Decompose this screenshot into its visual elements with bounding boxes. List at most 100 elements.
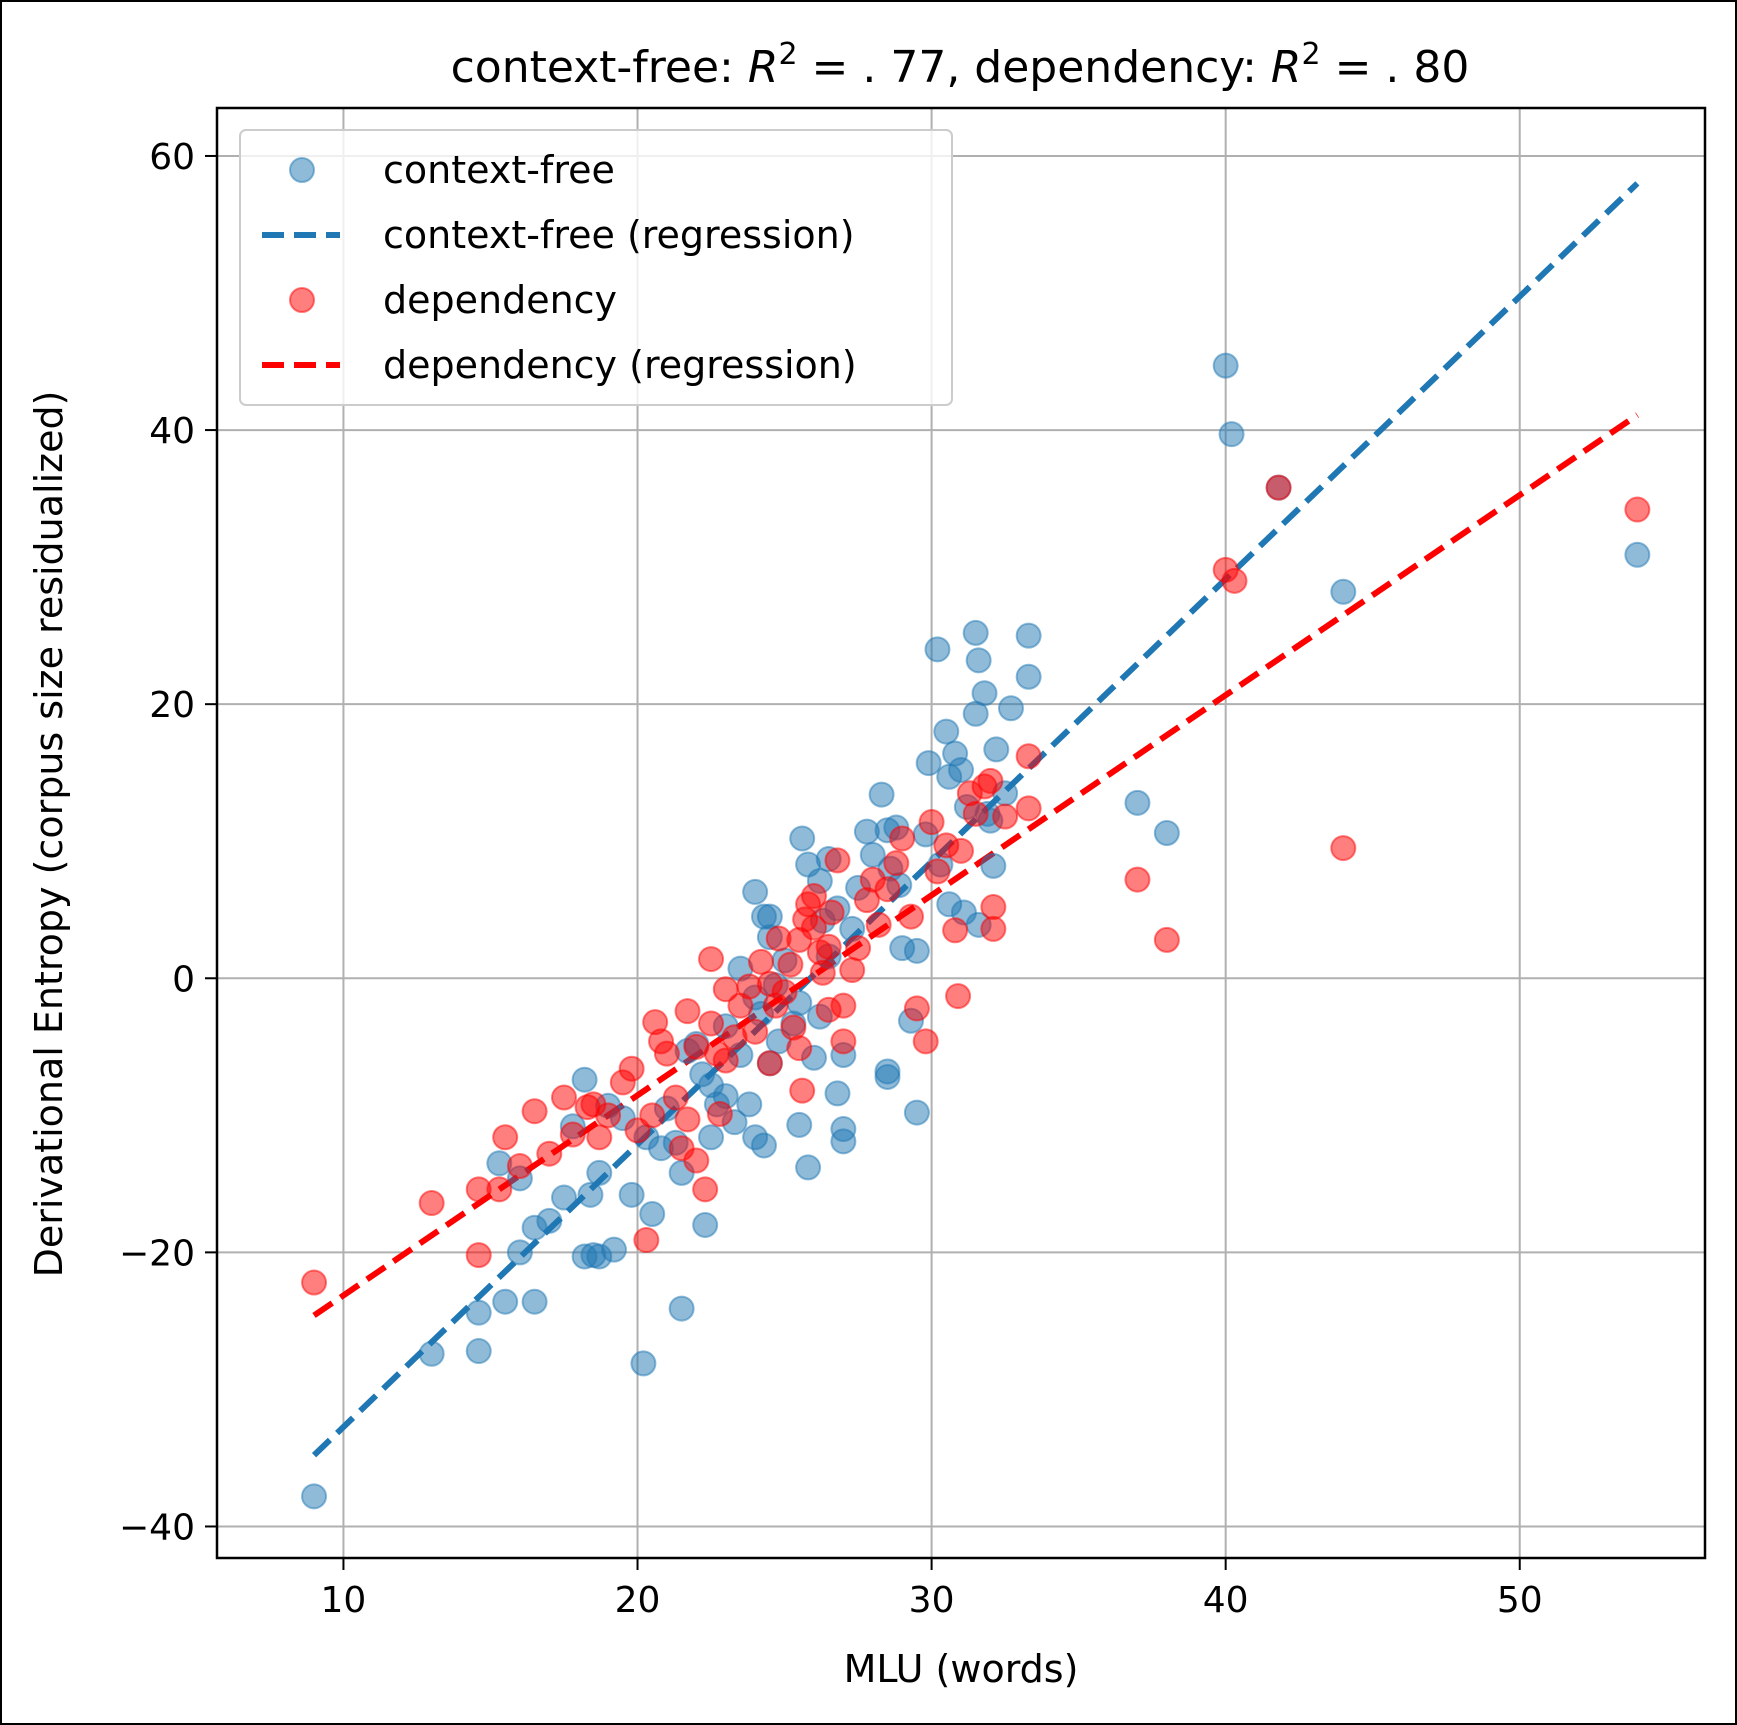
dependency-point	[662, 1084, 689, 1111]
context-free-point	[1015, 663, 1042, 690]
dependency-point	[889, 825, 916, 852]
dependency-point	[756, 1050, 783, 1077]
dependency-point	[1124, 866, 1151, 893]
legend-entry-label: dependency	[383, 278, 617, 322]
dependency-point	[942, 917, 969, 944]
legend: context-free context-free (regression) dep…	[239, 129, 953, 406]
context-free-point	[924, 636, 951, 663]
dependency-point	[815, 933, 842, 960]
context-free-point	[1330, 578, 1357, 605]
plot-area-border	[215, 106, 1707, 1560]
context-free-point	[630, 1350, 657, 1377]
dependency-point	[506, 1153, 533, 1180]
legend-entry-label: context-free	[383, 148, 615, 192]
y-tick-label: −20	[119, 1233, 195, 1274]
context-free-point	[736, 1091, 763, 1118]
context-free-point	[1015, 622, 1042, 649]
dependency-point	[536, 1140, 563, 1167]
context-free-point	[962, 619, 989, 646]
dependency-point	[874, 876, 901, 903]
dependency-point	[742, 1018, 769, 1045]
x-tick-label: 50	[1497, 1580, 1543, 1621]
context-free-point	[983, 736, 1010, 763]
context-free-point	[903, 937, 930, 964]
dependency-point	[653, 1040, 680, 1067]
dependency-point	[830, 1028, 857, 1055]
x-axis-label: MLU (words)	[844, 1647, 1079, 1691]
context-free-point	[536, 1207, 563, 1234]
context-free-point	[698, 1124, 725, 1151]
context-free-point	[418, 1340, 445, 1367]
dependency-point	[712, 1047, 739, 1074]
dependency-point	[1153, 926, 1180, 953]
context-free-point	[1212, 352, 1239, 379]
context-free-point	[965, 647, 992, 674]
dependency-point	[809, 959, 836, 986]
dependency-point	[586, 1124, 613, 1151]
dependency-point	[706, 1100, 733, 1127]
legend-entry-label: context-free (regression)	[383, 213, 855, 257]
context-free-point	[465, 1338, 492, 1365]
dependency-point	[898, 903, 925, 930]
legend-marker	[289, 157, 315, 183]
legend-box	[239, 129, 953, 406]
dependency-point	[559, 1121, 586, 1148]
dependency-point	[1624, 496, 1651, 523]
dependency-point	[903, 995, 930, 1022]
dependency-point	[301, 1269, 328, 1296]
context-free-point	[742, 878, 769, 905]
x-tick-label: 20	[615, 1580, 661, 1621]
context-free-point	[571, 1066, 598, 1093]
dependency-point	[418, 1190, 445, 1217]
context-free-point	[492, 1288, 519, 1315]
dependency-point	[683, 1147, 710, 1174]
dependency-point	[486, 1176, 513, 1203]
context-free-point	[600, 1236, 627, 1263]
context-free-point	[1218, 421, 1245, 448]
y-tick-label: 60	[149, 137, 195, 178]
dependency-point	[595, 1102, 622, 1129]
dependency-point	[883, 850, 910, 877]
x-tick-label: 10	[321, 1580, 367, 1621]
chart-title: context-free: R2 = . 77, dependency: R2 …	[451, 37, 1470, 93]
dependency-point	[551, 1084, 578, 1111]
context-free-point	[915, 750, 942, 777]
dependency-point	[865, 911, 892, 938]
context-free-point	[1124, 789, 1151, 816]
dependency-point	[492, 1124, 519, 1151]
legend-marker	[289, 287, 315, 313]
dependency-point	[945, 983, 972, 1010]
context-free-points	[301, 352, 1651, 1510]
context-free-point	[301, 1483, 328, 1510]
dependency-point	[1265, 474, 1292, 501]
dependency-point	[674, 998, 701, 1025]
dependency-point	[771, 978, 798, 1005]
context-free-point	[756, 903, 783, 930]
context-free-point	[874, 1063, 901, 1090]
y-tick-label: −40	[119, 1507, 195, 1548]
context-free-point	[786, 1111, 813, 1138]
context-free-point	[933, 718, 960, 745]
dependency-point	[698, 946, 725, 973]
dependency-point	[748, 948, 775, 975]
dependency-point	[962, 800, 989, 827]
y-tick-label: 40	[149, 411, 195, 452]
dependency-point	[692, 1176, 719, 1203]
dependency-point	[830, 992, 857, 1019]
context-free-point	[962, 700, 989, 727]
dependency-point	[674, 1106, 701, 1133]
context-free-point	[506, 1239, 533, 1266]
context-free-point	[465, 1299, 492, 1326]
dependency-point	[1221, 567, 1248, 594]
context-free-point	[1153, 820, 1180, 846]
dependency-point	[789, 1077, 816, 1104]
dependency-point	[948, 837, 974, 864]
context-free-point	[521, 1288, 548, 1315]
dependency-point	[465, 1242, 492, 1269]
dependency-point	[845, 935, 872, 962]
dependency-point	[800, 883, 827, 910]
context-free-point	[668, 1295, 695, 1322]
context-free-point	[795, 1154, 822, 1181]
dependency-point	[786, 1035, 813, 1062]
